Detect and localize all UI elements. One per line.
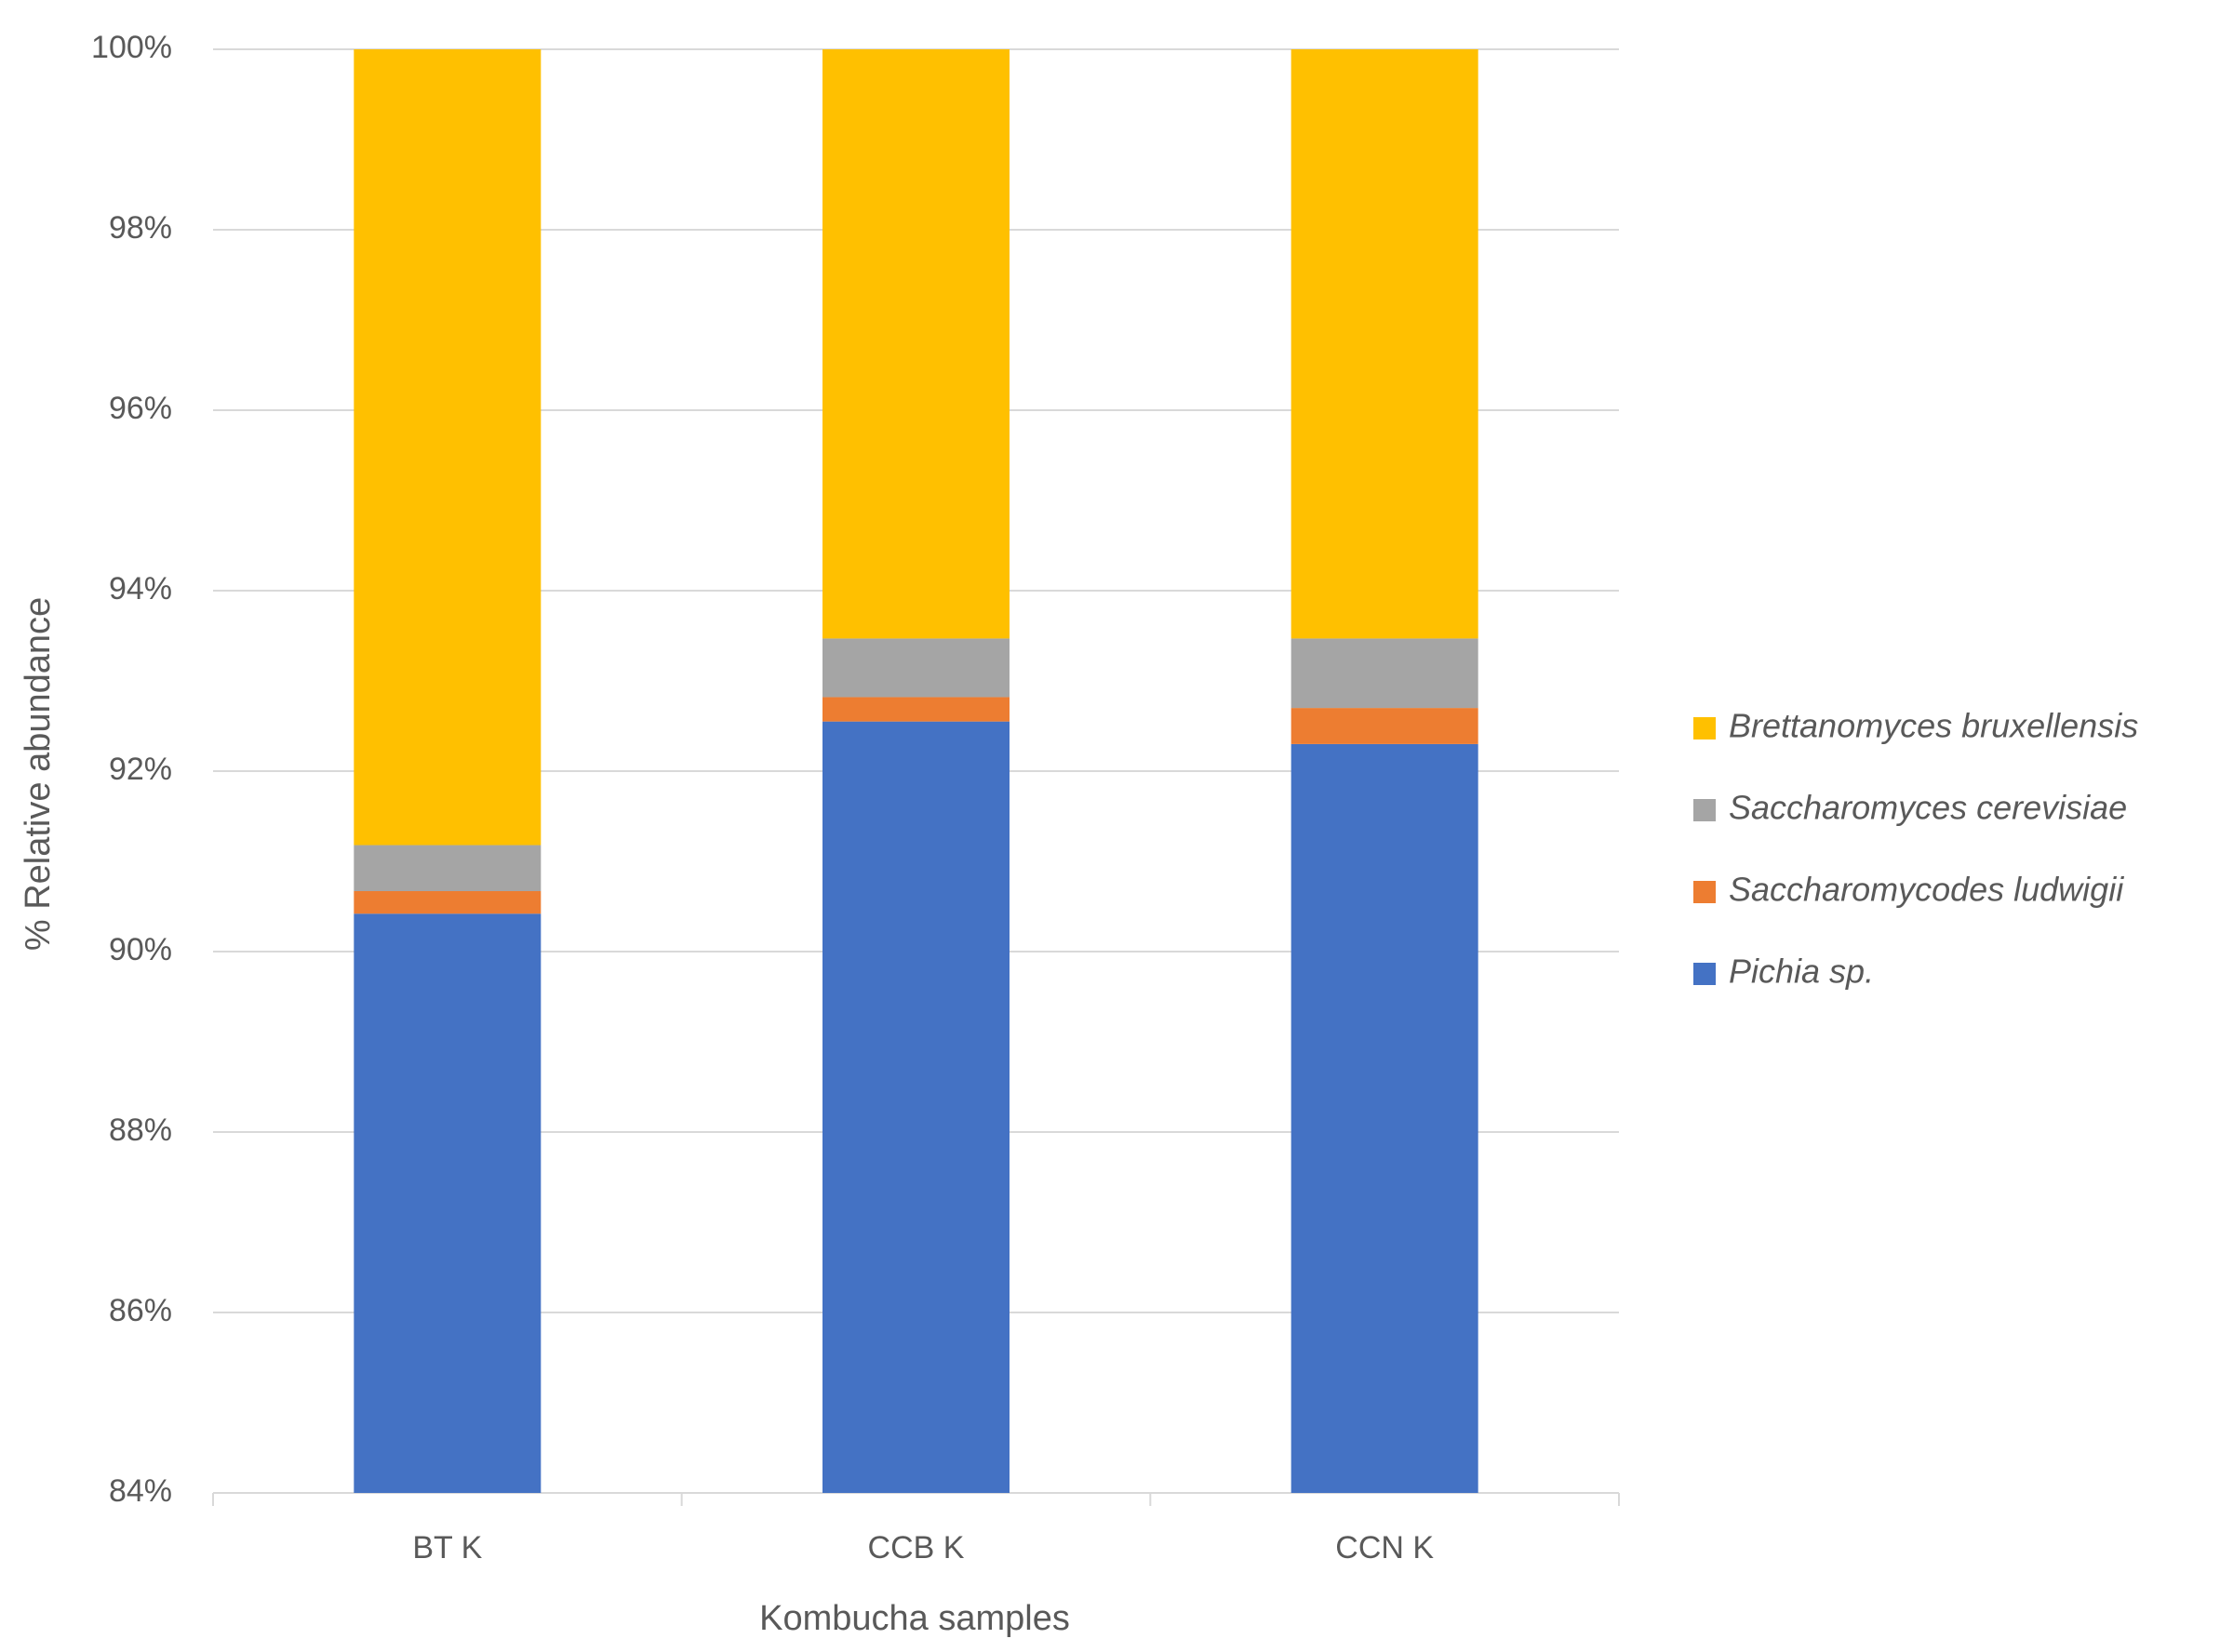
legend-label: Brettanomyces bruxellensis xyxy=(1729,707,2138,745)
y-tick-label: 96% xyxy=(109,391,172,426)
bar-segment xyxy=(1291,708,1478,744)
y-tick-label: 88% xyxy=(109,1112,172,1148)
legend-swatch xyxy=(1693,963,1716,985)
bar-segment xyxy=(1291,638,1478,709)
bar-segment xyxy=(354,49,542,846)
bar-segment xyxy=(354,913,542,1493)
x-axis-title: Kombucha samples xyxy=(759,1599,1070,1638)
legend-label: Saccharomyces cerevisiae xyxy=(1729,789,2127,827)
legend-swatch xyxy=(1693,881,1716,903)
bar-segment xyxy=(822,697,1010,722)
bar-segment xyxy=(1291,743,1478,1493)
bar-segment xyxy=(822,638,1010,698)
bar-segment xyxy=(822,49,1010,639)
legend-swatch xyxy=(1693,717,1716,739)
legend-label: Saccharomycodes ludwigii xyxy=(1729,871,2124,909)
legend-swatch xyxy=(1693,799,1716,821)
y-tick-label: 98% xyxy=(109,210,172,246)
legend-label: Pichia sp. xyxy=(1729,953,1874,991)
y-tick-label: 90% xyxy=(109,932,172,967)
y-tick-label: 94% xyxy=(109,571,172,606)
y-tick-label: 84% xyxy=(109,1473,172,1509)
bar-segment xyxy=(1291,49,1478,639)
y-tick-label: 92% xyxy=(109,752,172,787)
x-tick-label: CCN K xyxy=(1335,1530,1434,1565)
y-axis-title: % Relative abundance xyxy=(19,597,58,951)
y-tick-label: 100% xyxy=(91,30,172,65)
bar-segment xyxy=(354,891,542,914)
y-tick-label: 86% xyxy=(109,1293,172,1328)
x-tick-label: CCB K xyxy=(868,1530,965,1565)
x-tick-label: BT K xyxy=(412,1530,482,1565)
bar-segment xyxy=(354,845,542,892)
bar-segment xyxy=(822,721,1010,1493)
